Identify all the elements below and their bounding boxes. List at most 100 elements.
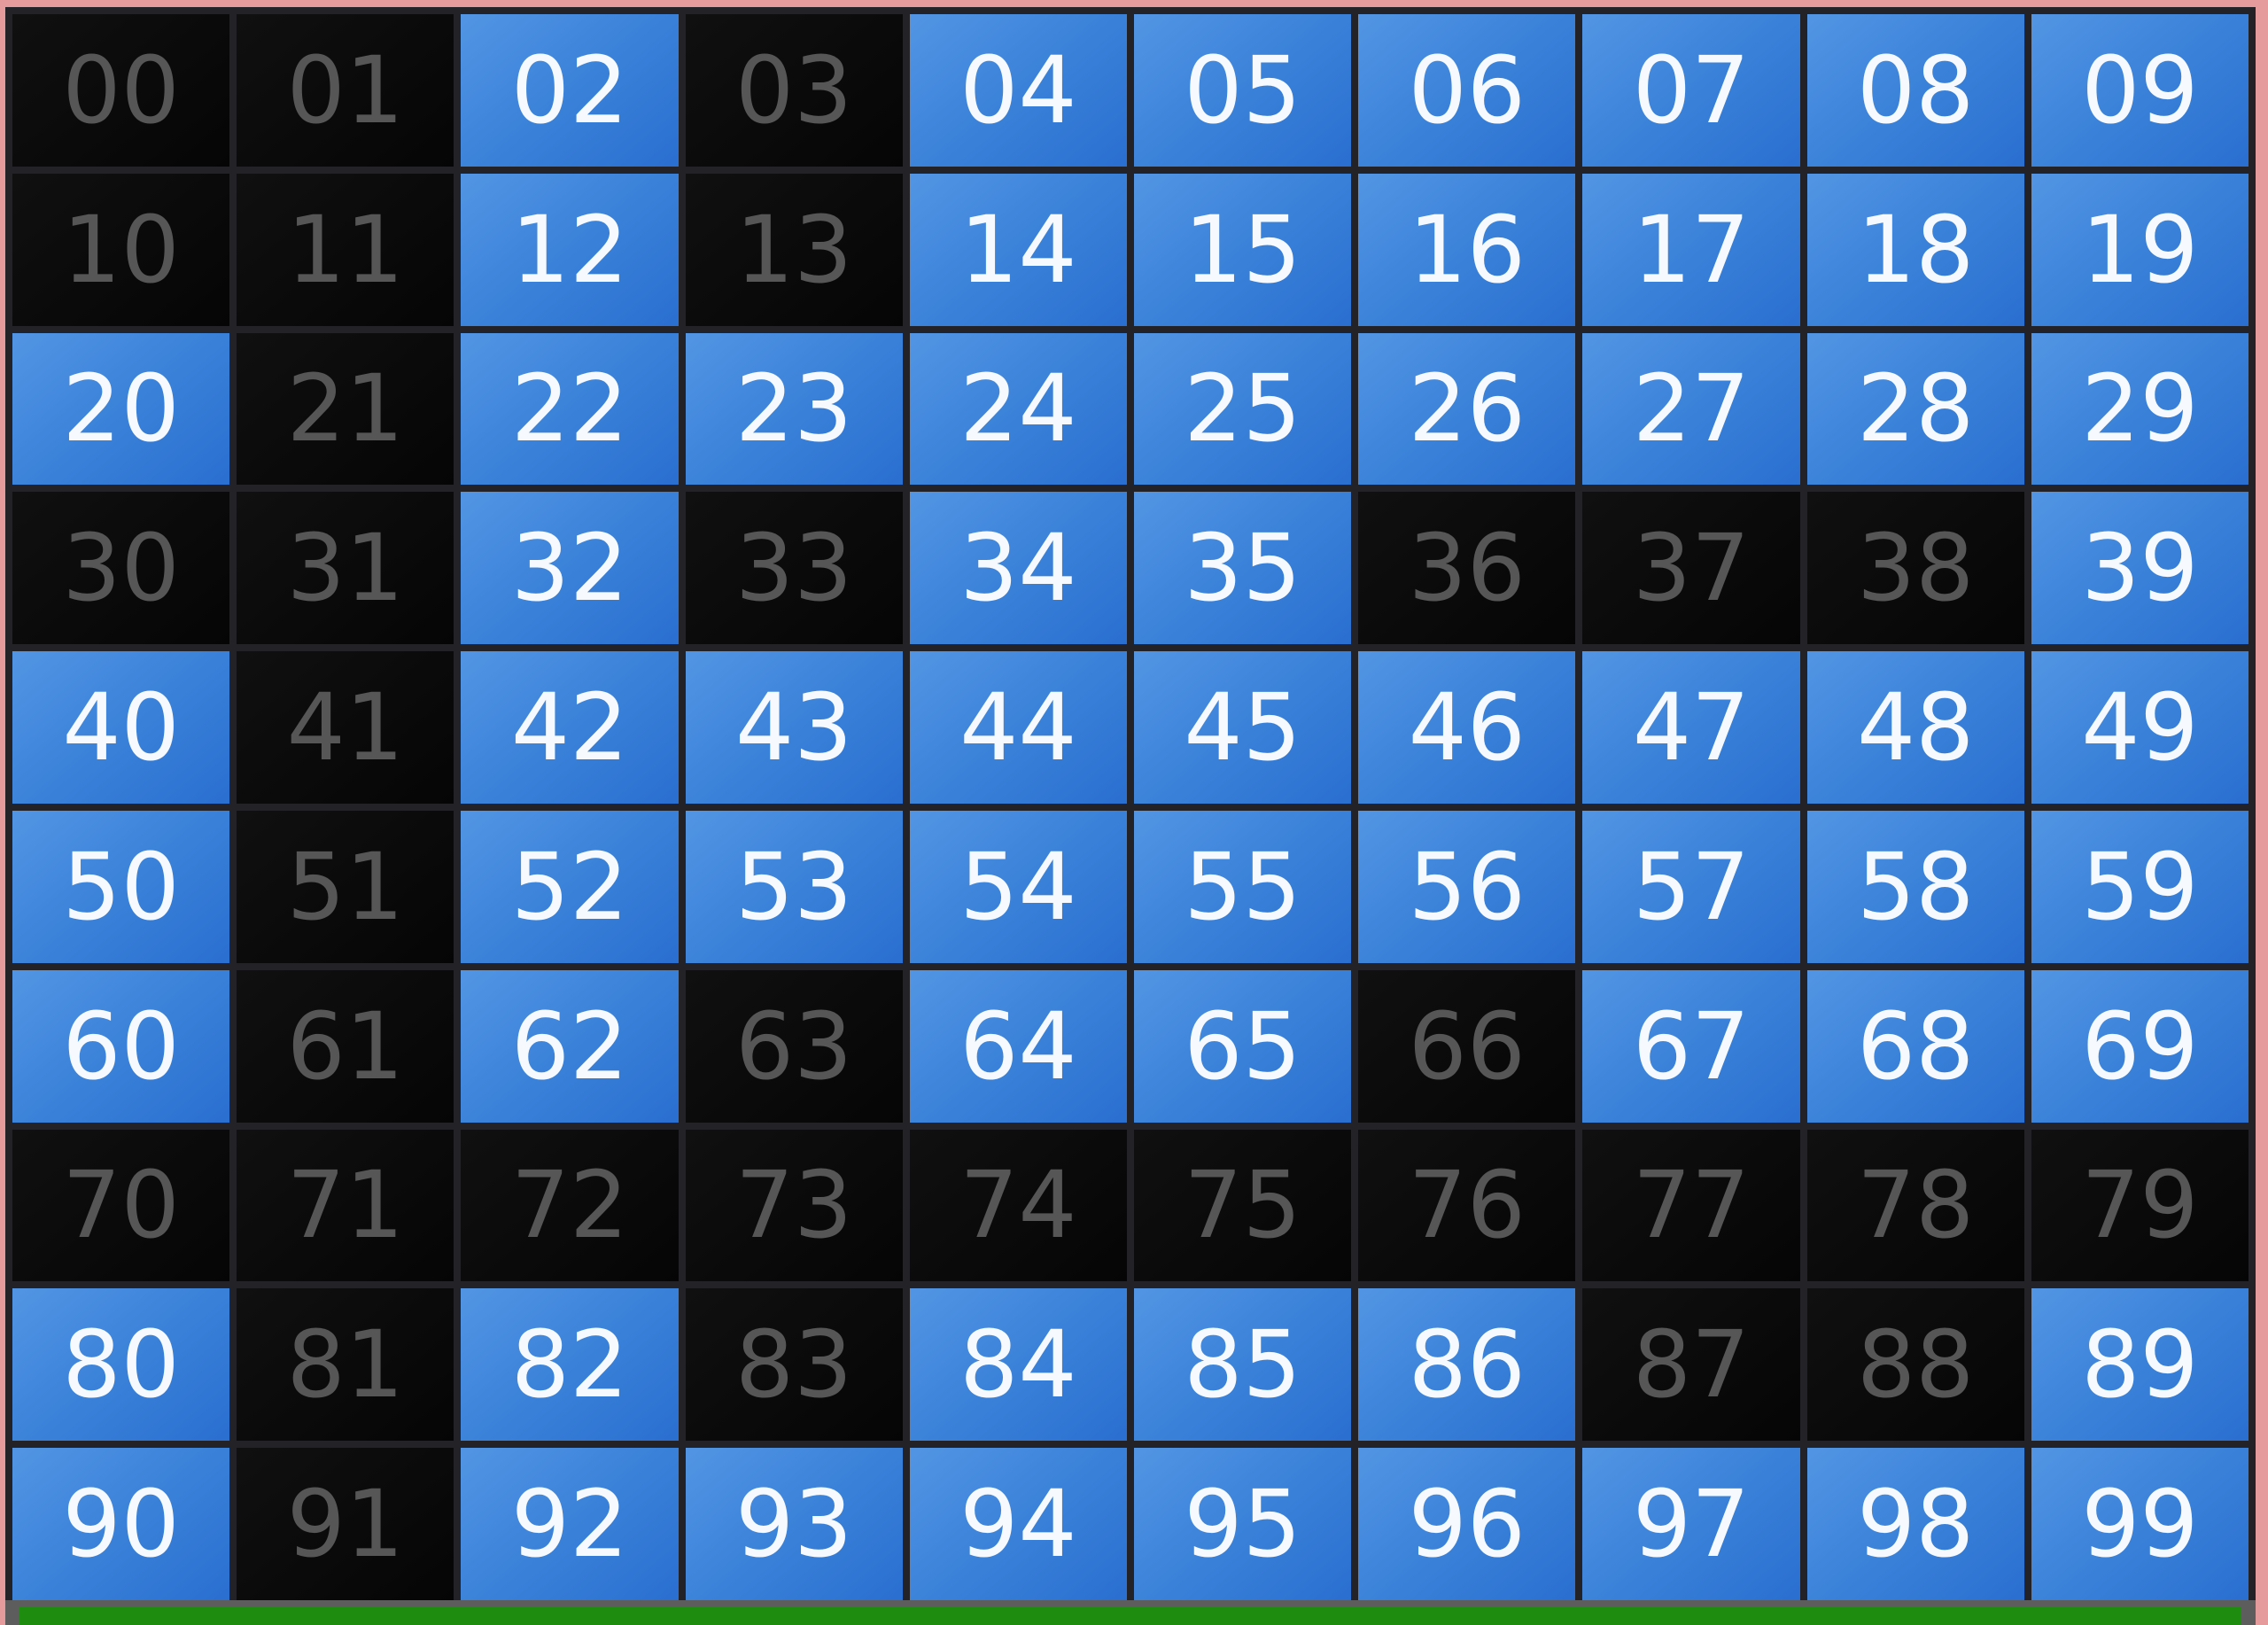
cell-52[interactable]: 52 <box>461 811 679 963</box>
cell-73[interactable]: 73 <box>685 1129 903 1282</box>
cell-23[interactable]: 23 <box>685 332 903 486</box>
cell-11[interactable]: 11 <box>237 173 454 326</box>
cell-63[interactable]: 63 <box>685 969 903 1123</box>
cell-67[interactable]: 67 <box>1582 969 1800 1123</box>
cell-96[interactable]: 96 <box>1358 1448 1576 1600</box>
cell-79[interactable]: 79 <box>2031 1129 2249 1282</box>
cell-98[interactable]: 98 <box>1806 1448 2024 1600</box>
cell-62[interactable]: 62 <box>461 969 679 1123</box>
cell-43[interactable]: 43 <box>685 651 903 804</box>
cell-46[interactable]: 46 <box>1358 651 1576 804</box>
cell-09[interactable]: 09 <box>2031 14 2249 167</box>
cell-36[interactable]: 36 <box>1358 492 1576 645</box>
cell-59[interactable]: 59 <box>2031 811 2249 963</box>
cell-14[interactable]: 14 <box>909 173 1127 326</box>
cell-34[interactable]: 34 <box>909 492 1127 645</box>
cell-12[interactable]: 12 <box>461 173 679 326</box>
cell-47[interactable]: 47 <box>1582 651 1800 804</box>
cell-60[interactable]: 60 <box>12 969 230 1123</box>
cell-97[interactable]: 97 <box>1582 1448 1800 1600</box>
cell-39[interactable]: 39 <box>2031 492 2249 645</box>
cell-10[interactable]: 10 <box>12 173 230 326</box>
cell-76[interactable]: 76 <box>1358 1129 1576 1282</box>
cell-07[interactable]: 07 <box>1582 14 1800 167</box>
cell-69[interactable]: 69 <box>2031 969 2249 1123</box>
cell-05[interactable]: 05 <box>1133 14 1352 167</box>
cell-41[interactable]: 41 <box>237 651 454 804</box>
cell-24[interactable]: 24 <box>909 332 1127 486</box>
cell-90[interactable]: 90 <box>12 1448 230 1600</box>
cell-04[interactable]: 04 <box>909 14 1127 167</box>
cell-29[interactable]: 29 <box>2031 332 2249 486</box>
cell-21[interactable]: 21 <box>237 332 454 486</box>
cell-18[interactable]: 18 <box>1806 173 2024 326</box>
cell-33[interactable]: 33 <box>685 492 903 645</box>
cell-35[interactable]: 35 <box>1133 492 1352 645</box>
cell-17[interactable]: 17 <box>1582 173 1800 326</box>
cell-31[interactable]: 31 <box>237 492 454 645</box>
cell-80[interactable]: 80 <box>12 1288 230 1442</box>
cell-89[interactable]: 89 <box>2031 1288 2249 1442</box>
cell-57[interactable]: 57 <box>1582 811 1800 963</box>
cell-99[interactable]: 99 <box>2031 1448 2249 1600</box>
cell-71[interactable]: 71 <box>237 1129 454 1282</box>
cell-64[interactable]: 64 <box>909 969 1127 1123</box>
cell-86[interactable]: 86 <box>1358 1288 1576 1442</box>
cell-38[interactable]: 38 <box>1806 492 2024 645</box>
cell-40[interactable]: 40 <box>12 651 230 804</box>
cell-51[interactable]: 51 <box>237 811 454 963</box>
cell-81[interactable]: 81 <box>237 1288 454 1442</box>
cell-01[interactable]: 01 <box>237 14 454 167</box>
cell-15[interactable]: 15 <box>1133 173 1352 326</box>
cell-84[interactable]: 84 <box>909 1288 1127 1442</box>
cell-74[interactable]: 74 <box>909 1129 1127 1282</box>
cell-16[interactable]: 16 <box>1358 173 1576 326</box>
cell-26[interactable]: 26 <box>1358 332 1576 486</box>
cell-95[interactable]: 95 <box>1133 1448 1352 1600</box>
cell-50[interactable]: 50 <box>12 811 230 963</box>
cell-66[interactable]: 66 <box>1358 969 1576 1123</box>
cell-53[interactable]: 53 <box>685 811 903 963</box>
cell-37[interactable]: 37 <box>1582 492 1800 645</box>
cell-61[interactable]: 61 <box>237 969 454 1123</box>
cell-87[interactable]: 87 <box>1582 1288 1800 1442</box>
cell-54[interactable]: 54 <box>909 811 1127 963</box>
cell-28[interactable]: 28 <box>1806 332 2024 486</box>
cell-42[interactable]: 42 <box>461 651 679 804</box>
cell-32[interactable]: 32 <box>461 492 679 645</box>
cell-70[interactable]: 70 <box>12 1129 230 1282</box>
cell-19[interactable]: 19 <box>2031 173 2249 326</box>
cell-08[interactable]: 08 <box>1806 14 2024 167</box>
cell-55[interactable]: 55 <box>1133 811 1352 963</box>
cell-20[interactable]: 20 <box>12 332 230 486</box>
cell-02[interactable]: 02 <box>461 14 679 167</box>
cell-13[interactable]: 13 <box>685 173 903 326</box>
cell-25[interactable]: 25 <box>1133 332 1352 486</box>
cell-06[interactable]: 06 <box>1358 14 1576 167</box>
cell-77[interactable]: 77 <box>1582 1129 1800 1282</box>
cell-48[interactable]: 48 <box>1806 651 2024 804</box>
cell-49[interactable]: 49 <box>2031 651 2249 804</box>
cell-93[interactable]: 93 <box>685 1448 903 1600</box>
cell-75[interactable]: 75 <box>1133 1129 1352 1282</box>
cell-94[interactable]: 94 <box>909 1448 1127 1600</box>
cell-44[interactable]: 44 <box>909 651 1127 804</box>
cell-82[interactable]: 82 <box>461 1288 679 1442</box>
cell-30[interactable]: 30 <box>12 492 230 645</box>
cell-45[interactable]: 45 <box>1133 651 1352 804</box>
cell-88[interactable]: 88 <box>1806 1288 2024 1442</box>
cell-85[interactable]: 85 <box>1133 1288 1352 1442</box>
cell-00[interactable]: 00 <box>12 14 230 167</box>
cell-92[interactable]: 92 <box>461 1448 679 1600</box>
cell-78[interactable]: 78 <box>1806 1129 2024 1282</box>
cell-83[interactable]: 83 <box>685 1288 903 1442</box>
cell-22[interactable]: 22 <box>461 332 679 486</box>
cell-65[interactable]: 65 <box>1133 969 1352 1123</box>
cell-27[interactable]: 27 <box>1582 332 1800 486</box>
cell-68[interactable]: 68 <box>1806 969 2024 1123</box>
cell-91[interactable]: 91 <box>237 1448 454 1600</box>
cell-56[interactable]: 56 <box>1358 811 1576 963</box>
cell-58[interactable]: 58 <box>1806 811 2024 963</box>
cell-03[interactable]: 03 <box>685 14 903 167</box>
cell-72[interactable]: 72 <box>461 1129 679 1282</box>
